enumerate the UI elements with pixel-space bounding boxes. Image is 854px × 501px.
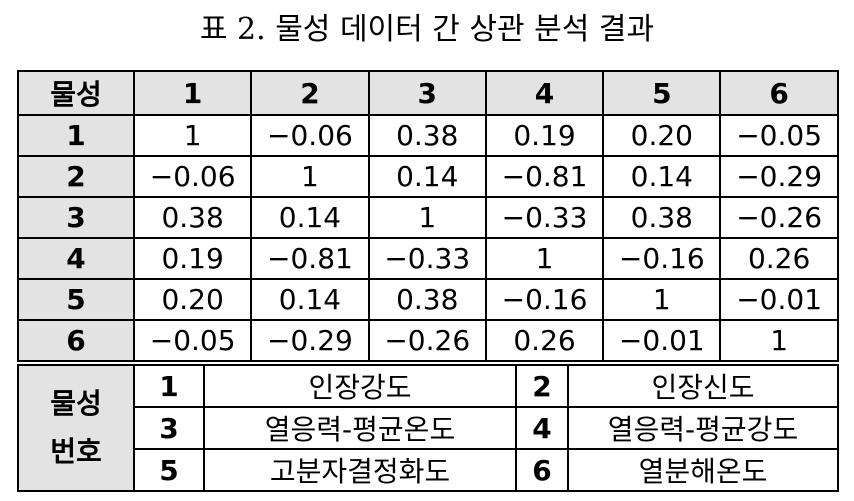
legend-name: 인장강도 (203, 364, 517, 408)
table-cell: 0.38 (602, 196, 722, 239)
legend-name: 고분자결정화도 (203, 448, 517, 492)
legend-row: 3 열응력-평균온도 4 열응력-평균강도 (18, 406, 839, 450)
correlation-table: 물성 1 2 3 4 5 6 1 1 −0.06 0.38 0.19 0.20 … (17, 70, 839, 362)
table-cell: 1 (719, 319, 839, 362)
legend-number: 2 (515, 364, 569, 408)
column-header: 3 (367, 70, 487, 116)
column-header: 4 (484, 70, 605, 116)
legend-number: 1 (133, 364, 205, 408)
row-header: 6 (17, 319, 135, 362)
property-legend-table: 물성 번호 1 인장강도 2 인장신도 3 열응력-평균온도 4 열응력-평균강… (17, 364, 839, 492)
table-cell: 0.19 (484, 114, 605, 157)
legend-name: 열분해온도 (567, 448, 839, 492)
row-header: 4 (17, 237, 135, 280)
table-cell: −0.33 (367, 237, 487, 280)
table-cell: −0.29 (250, 319, 370, 362)
table-cell: −0.01 (719, 278, 839, 321)
row-header: 1 (17, 114, 135, 157)
legend-name: 열응력-평균온도 (203, 406, 517, 450)
table-cell: 1 (132, 114, 253, 157)
row-header: 2 (17, 155, 135, 198)
table-cell: −0.33 (484, 196, 605, 239)
header-row: 물성 1 2 3 4 5 6 (17, 70, 839, 116)
table-cell: 0.19 (132, 237, 253, 280)
table-cell: 1 (602, 278, 722, 321)
table-cell: 0.20 (132, 278, 253, 321)
table-cell: 0.14 (367, 155, 487, 198)
table-cell: 0.14 (250, 196, 370, 239)
legend-header-line: 물성 (50, 387, 102, 420)
legend-name: 인장신도 (567, 364, 839, 408)
legend-number: 6 (515, 448, 569, 492)
table-cell: −0.81 (484, 155, 605, 198)
table-cell: −0.05 (132, 319, 253, 362)
corner-header: 물성 (17, 70, 135, 116)
legend-number: 4 (515, 406, 569, 450)
table-cell: 0.38 (367, 278, 487, 321)
table-cell: 0.38 (367, 114, 487, 157)
table-cell: 0.26 (484, 319, 605, 362)
column-header: 6 (719, 70, 839, 116)
table-cell: −0.01 (602, 319, 722, 362)
table-cell: −0.06 (250, 114, 370, 157)
table-row: 4 0.19 −0.81 −0.33 1 −0.16 0.26 (17, 237, 839, 280)
table-title: 표 2. 물성 데이터 간 상관 분석 결과 (199, 12, 655, 47)
legend-number: 5 (133, 448, 205, 492)
row-header: 3 (17, 196, 135, 239)
column-header: 1 (132, 70, 253, 116)
legend-header: 물성 번호 (17, 364, 135, 492)
legend-name: 열응력-평균강도 (567, 406, 839, 450)
table-cell: −0.81 (250, 237, 370, 280)
table-cell: 0.14 (602, 155, 722, 198)
table-row: 2 −0.06 1 0.14 −0.81 0.14 −0.29 (17, 155, 839, 198)
table-cell: 0.26 (719, 237, 839, 280)
table-cell: −0.26 (367, 319, 487, 362)
table-cell: 1 (250, 155, 370, 198)
table-cell: 1 (367, 196, 487, 239)
table-cell: −0.05 (719, 114, 839, 157)
table-cell: −0.16 (484, 278, 605, 321)
table-row: 1 1 −0.06 0.38 0.19 0.20 −0.05 (17, 114, 839, 157)
table-cell: 0.38 (132, 196, 253, 239)
row-header: 5 (17, 278, 135, 321)
table-cell: −0.06 (132, 155, 253, 198)
table-row: 5 0.20 0.14 0.38 −0.16 1 −0.01 (17, 278, 839, 321)
legend-header-line: 번호 (50, 435, 102, 468)
column-header: 2 (250, 70, 370, 116)
legend-number: 3 (133, 406, 205, 450)
table-row: 6 −0.05 −0.29 −0.26 0.26 −0.01 1 (17, 319, 839, 362)
legend-row: 물성 번호 1 인장강도 2 인장신도 (17, 364, 839, 492)
double-rule (17, 360, 837, 362)
column-header: 5 (602, 70, 722, 116)
table-cell: −0.29 (719, 155, 839, 198)
table-cell: −0.26 (719, 196, 839, 239)
table-cell: 0.14 (250, 278, 370, 321)
table-cell: 1 (484, 237, 605, 280)
legend-row: 5 고분자결정화도 6 열분해온도 (18, 448, 839, 492)
table-row: 3 0.38 0.14 1 −0.33 0.38 −0.26 (17, 196, 839, 239)
table-cell: −0.16 (602, 237, 722, 280)
table-cell: 0.20 (602, 114, 722, 157)
